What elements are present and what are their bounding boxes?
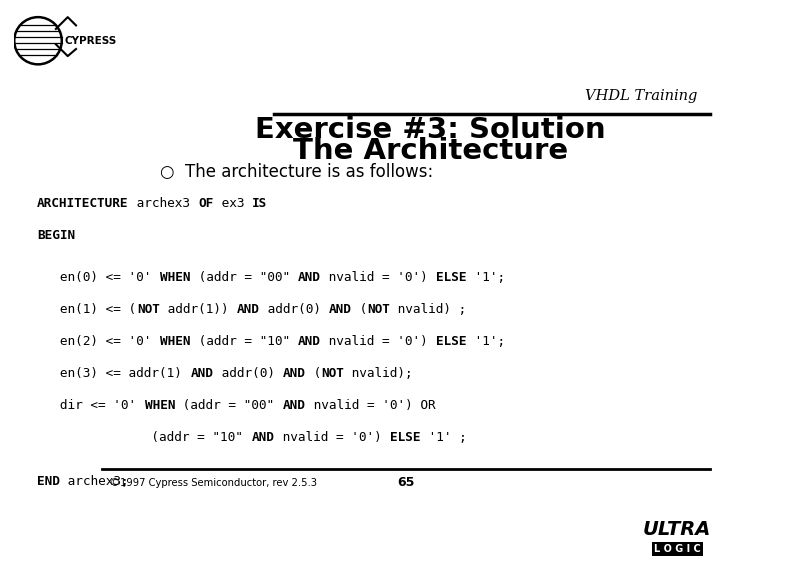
Text: L O G I C: L O G I C [653, 544, 701, 554]
Text: archex3;: archex3; [60, 475, 129, 488]
Text: AND: AND [298, 271, 321, 284]
Text: WHEN: WHEN [160, 335, 190, 348]
Text: nvalid = '0'): nvalid = '0') [321, 335, 436, 348]
Text: '1' ;: '1' ; [421, 431, 466, 444]
Text: NOT: NOT [321, 367, 344, 380]
Text: ULTRA: ULTRA [643, 520, 711, 539]
Text: NOT: NOT [367, 303, 390, 316]
Text: nvalid) ;: nvalid) ; [390, 303, 466, 316]
Text: nvalid);: nvalid); [344, 367, 413, 380]
Text: VHDL Training: VHDL Training [585, 89, 698, 103]
Text: ex3: ex3 [214, 197, 252, 210]
Text: L O G I C: L O G I C [653, 544, 701, 554]
Text: en(0) <= '0': en(0) <= '0' [37, 271, 159, 284]
Text: en(3) <= addr(1): en(3) <= addr(1) [37, 367, 190, 380]
Text: END: END [37, 475, 60, 488]
Text: OF: OF [198, 197, 214, 210]
Text: addr(1)): addr(1)) [160, 303, 236, 316]
Text: '1';: '1'; [466, 335, 505, 348]
Text: WHEN: WHEN [145, 399, 175, 412]
Text: ○  The architecture is as follows:: ○ The architecture is as follows: [160, 163, 434, 181]
Text: nvalid = '0'): nvalid = '0') [321, 271, 436, 284]
Text: The Architecture: The Architecture [293, 137, 568, 165]
Text: en(2) <= '0': en(2) <= '0' [37, 335, 159, 348]
Text: NOT: NOT [137, 303, 160, 316]
Text: archex3: archex3 [129, 197, 198, 210]
Text: (addr = "00": (addr = "00" [191, 271, 297, 284]
Text: '1';: '1'; [466, 271, 505, 284]
Text: nvalid = '0'): nvalid = '0') [275, 431, 389, 444]
Text: (addr = "00": (addr = "00" [175, 399, 282, 412]
Text: en(1) <= (: en(1) <= ( [37, 303, 136, 316]
Text: AND: AND [283, 367, 306, 380]
Text: IS: IS [252, 197, 267, 210]
Text: Exercise #3: Solution: Exercise #3: Solution [255, 116, 606, 144]
Text: ELSE: ELSE [390, 431, 421, 444]
Text: BEGIN: BEGIN [37, 229, 75, 242]
Text: WHEN: WHEN [160, 271, 190, 284]
Text: ©1997 Cypress Semiconductor, rev 2.5.3: ©1997 Cypress Semiconductor, rev 2.5.3 [110, 478, 317, 488]
Text: ARCHITECTURE: ARCHITECTURE [37, 197, 129, 210]
Text: AND: AND [191, 367, 213, 380]
Text: (addr = "10": (addr = "10" [191, 335, 297, 348]
Text: (addr = "10": (addr = "10" [37, 431, 251, 444]
Text: addr(0): addr(0) [260, 303, 328, 316]
Text: ELSE: ELSE [436, 271, 466, 284]
Text: AND: AND [298, 335, 321, 348]
Text: AND: AND [252, 431, 275, 444]
Text: addr(0): addr(0) [214, 367, 282, 380]
Text: CYPRESS: CYPRESS [64, 36, 116, 46]
Text: 65: 65 [398, 477, 414, 490]
Text: (: ( [306, 367, 321, 380]
Text: ELSE: ELSE [436, 335, 466, 348]
Text: dir <= '0': dir <= '0' [37, 399, 144, 412]
Text: nvalid = '0') OR: nvalid = '0') OR [306, 399, 435, 412]
Text: AND: AND [329, 303, 352, 316]
Text: AND: AND [237, 303, 260, 316]
Text: (: ( [352, 303, 367, 316]
Text: AND: AND [283, 399, 306, 412]
